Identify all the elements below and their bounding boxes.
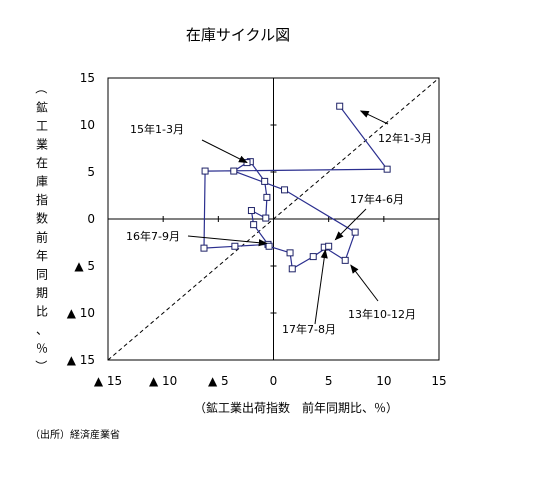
x-tick-label: ▲ 15 [94, 374, 122, 388]
data-point [351, 228, 359, 236]
data-point [325, 242, 333, 250]
annotation-arrow [201, 139, 248, 164]
data-point [247, 207, 255, 215]
annotation-label: 15年1-3月 [130, 122, 184, 136]
annotation-label: 16年7-9月 [126, 229, 180, 243]
y-axis-label-glyph: 指 [36, 192, 48, 207]
y-tick-labels: 15 10 5 0 ▲ 5 ▲ 10 ▲ 15 [67, 71, 95, 367]
data-point [309, 253, 317, 261]
y-axis-label-glyph: （ [34, 82, 48, 94]
annotation-label: 12年1-3月 [378, 131, 432, 145]
annotation-arrow [350, 264, 379, 302]
data-point [281, 186, 289, 194]
data-point [336, 102, 344, 110]
annotation-arrow [359, 110, 389, 125]
y-axis-label-glyph: 前 [36, 229, 48, 244]
y-axis-label-glyph: 庫 [36, 175, 48, 189]
y-axis-label-glyph: 業 [36, 138, 48, 152]
annotation-label: 13年10-12月 [348, 307, 416, 321]
annotation-label: 17年7-8月 [282, 322, 336, 336]
y-tick-label: 5 [87, 165, 95, 179]
y-axis-label-glyph: ％ [36, 341, 48, 355]
data-point [261, 177, 269, 185]
data-point [230, 167, 238, 175]
y-axis-label-glyph: 同 [36, 267, 48, 281]
series-layer [200, 102, 391, 273]
x-axis-label: （鉱工業出荷指数 前年同期比、％） [194, 400, 398, 415]
data-point [341, 256, 349, 264]
data-point [200, 244, 208, 252]
annotation-arrow [187, 235, 268, 247]
y-tick-label: ▲ 10 [67, 306, 95, 320]
source-note: （出所）経済産業省 [30, 428, 120, 441]
y-axis-label-glyph: 年 [36, 249, 48, 263]
y-axis-label-glyph: 比 [36, 304, 48, 318]
annotation-arrow [334, 208, 367, 241]
y-tick-label: 10 [80, 118, 95, 132]
annotation-label: 17年4-6月 [350, 192, 404, 206]
y-tick-label: ▲ 5 [74, 259, 95, 273]
y-tick-label: ▲ 15 [67, 353, 95, 367]
y-axis-label-glyph: 、 [36, 323, 48, 337]
data-point [231, 242, 239, 250]
y-axis-label-glyph: 鉱 [36, 100, 48, 115]
x-tick-label: 5 [325, 374, 333, 388]
y-axis-label-glyph: 在 [36, 156, 48, 170]
reference-line-layer [107, 77, 440, 361]
data-point [201, 167, 209, 175]
x-tick-label: ▲ 10 [149, 374, 177, 388]
reference-line-45deg [107, 77, 440, 361]
x-tick-label: 0 [270, 374, 278, 388]
annotation-layer: 15年1-3月 12年1-3月 17年4-6月 16年7-9月 13年10-12月 17年… [126, 110, 432, 336]
y-tick-label: 15 [80, 71, 95, 85]
chart-title: 在庫サイクル図 [186, 26, 290, 44]
x-tick-label: ▲ 5 [208, 374, 229, 388]
y-axis-label-glyph: 数 [36, 211, 48, 226]
data-point [288, 265, 296, 273]
data-point [383, 165, 391, 173]
data-point [263, 193, 271, 201]
annotation-arrow [314, 249, 328, 325]
x-tick-label: 10 [376, 374, 391, 388]
x-tick-labels: ▲ 15 ▲ 10 ▲ 5 0 5 10 15 [94, 374, 447, 388]
x-tick-label: 15 [431, 374, 446, 388]
y-tick-label: 0 [87, 212, 95, 226]
data-point [286, 249, 294, 257]
y-axis-label-glyph: 期 [36, 286, 48, 300]
data-point [262, 214, 270, 222]
data-point [265, 242, 273, 250]
y-axis-label-glyph: ） [34, 360, 48, 372]
data-point [250, 221, 258, 229]
y-axis-label-glyph: 工 [36, 119, 48, 133]
